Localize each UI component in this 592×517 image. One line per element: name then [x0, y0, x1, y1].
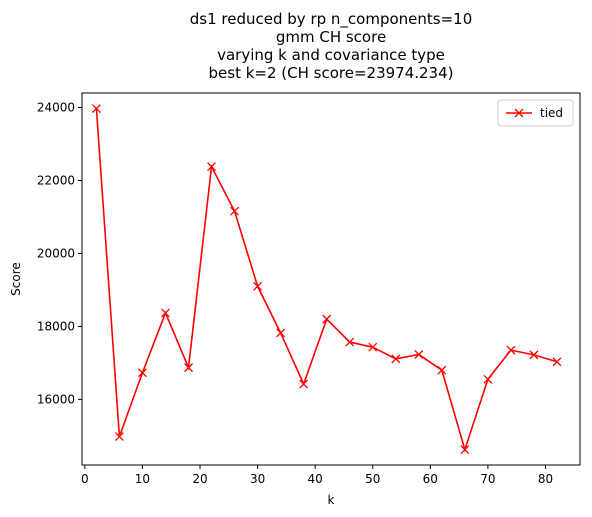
data-point-marker [299, 379, 309, 389]
legend-box [497, 99, 574, 127]
chart-title-line: gmm CH score [276, 28, 386, 46]
x-tick-label: 30 [250, 472, 265, 486]
x-tick-label: 80 [538, 472, 553, 486]
series-layer [91, 104, 562, 455]
x-tick-label: 40 [308, 472, 323, 486]
data-point-marker [322, 314, 332, 324]
x-axis-label: k [328, 493, 335, 507]
data-point-marker [391, 354, 401, 364]
x-tick-label: 0 [81, 472, 89, 486]
data-point-marker [137, 368, 147, 378]
x-tick-label: 10 [135, 472, 150, 486]
data-point-marker [437, 365, 447, 375]
legend-label-tied: tied [540, 106, 563, 120]
x-tick-label: 50 [365, 472, 380, 486]
data-point-marker [552, 357, 562, 367]
plot-frame [81, 92, 581, 466]
legend-marker-x-icon [514, 108, 524, 118]
legend: tied [497, 99, 574, 127]
data-point-marker [253, 281, 263, 291]
data-point-marker [184, 363, 193, 373]
chart-title-line: ds1 reduced by rp n_components=10 [190, 10, 472, 29]
data-point-marker [414, 350, 424, 359]
y-axis-label: Score [9, 262, 23, 296]
data-point-marker [529, 350, 539, 360]
data-point-marker [114, 432, 124, 442]
x-tick-label: 20 [192, 472, 207, 486]
series-line-tied [95, 108, 558, 453]
data-point-marker [368, 342, 378, 352]
legend-marker-x [514, 108, 524, 118]
data-point-marker [276, 328, 286, 338]
data-point-marker [161, 308, 170, 318]
data-point-marker [207, 162, 216, 172]
y-axis-ticks: 16000 18000 20000 22000 24000 [37, 101, 82, 406]
x-axis-ticks: 0 10 20 30 40 50 60 70 80 [81, 465, 553, 486]
chart-title-line: varying k and covariance type [217, 46, 445, 64]
data-point-marker [506, 345, 516, 355]
data-point-marker [230, 206, 240, 216]
data-point-marker [483, 374, 493, 384]
y-tick-label: 18000 [37, 319, 75, 333]
y-tick-label: 22000 [37, 174, 75, 188]
x-tick-label: 70 [480, 472, 495, 486]
y-tick-label: 16000 [37, 392, 75, 406]
data-point-marker [345, 337, 355, 347]
x-tick-label: 60 [423, 472, 438, 486]
y-tick-label: 24000 [37, 101, 75, 115]
chart-title-line: best k=2 (CH score=23974.234) [209, 64, 454, 82]
data-point-marker [460, 445, 470, 455]
data-point-marker [91, 104, 101, 113]
y-tick-label: 20000 [37, 246, 75, 260]
plot-area [81, 92, 581, 466]
